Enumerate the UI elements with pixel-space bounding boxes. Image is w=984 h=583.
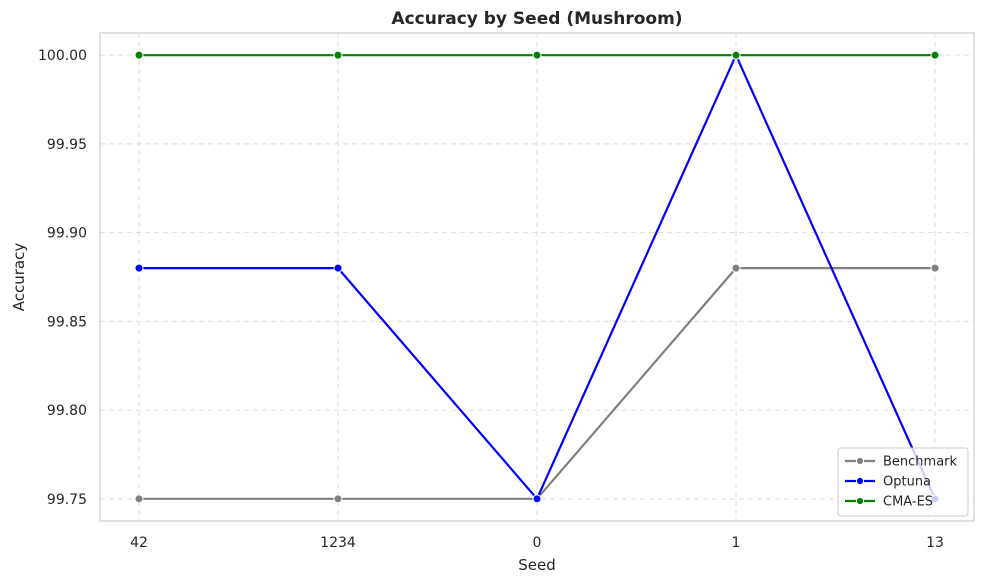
data-point-benchmark bbox=[930, 263, 940, 273]
y-tick-label: 99.75 bbox=[47, 492, 87, 508]
series-layer bbox=[134, 50, 940, 504]
y-tick-label: 99.90 bbox=[47, 226, 87, 242]
x-axis-label: Seed bbox=[518, 556, 556, 574]
data-point-optuna bbox=[532, 494, 542, 504]
y-tick-label: 100.00 bbox=[38, 48, 87, 64]
data-point-cma-es bbox=[134, 50, 144, 60]
x-tick-label: 1234 bbox=[320, 535, 356, 551]
data-point-optuna bbox=[333, 263, 343, 273]
y-tick-labels: 99.75 99.80 99.85 99.90 99.95 100.00 bbox=[38, 48, 87, 508]
data-point-cma-es bbox=[333, 50, 343, 60]
chart-title: Accuracy by Seed (Mushroom) bbox=[391, 9, 682, 29]
y-tick-label: 99.95 bbox=[47, 137, 87, 153]
legend-marker-optuna bbox=[855, 476, 865, 486]
legend-label-optuna: Optuna bbox=[883, 475, 931, 490]
legend-marker-cma-es bbox=[855, 496, 865, 506]
data-point-cma-es bbox=[731, 50, 741, 60]
data-point-benchmark bbox=[134, 494, 144, 504]
y-tick-label: 99.80 bbox=[47, 403, 87, 419]
legend-marker-benchmark bbox=[855, 456, 865, 466]
x-tick-label: 0 bbox=[533, 535, 542, 551]
series-line-benchmark bbox=[139, 267, 935, 500]
data-point-benchmark bbox=[333, 494, 343, 504]
data-point-cma-es bbox=[930, 50, 940, 60]
x-tick-label: 13 bbox=[926, 535, 944, 551]
legend-box bbox=[837, 447, 969, 517]
legend-label-cma-es: CMA-ES bbox=[883, 495, 933, 510]
x-tick-label: 42 bbox=[130, 535, 148, 551]
data-point-benchmark bbox=[731, 263, 741, 273]
legend: Benchmark Optuna CMA-ES bbox=[837, 447, 969, 517]
data-point-optuna bbox=[134, 263, 144, 273]
y-axis-label: Accuracy bbox=[10, 243, 28, 312]
data-point-cma-es bbox=[532, 50, 542, 60]
x-tick-labels: 42 1234 0 1 13 bbox=[130, 535, 944, 551]
y-tick-label: 99.85 bbox=[47, 314, 87, 330]
x-tick-label: 1 bbox=[732, 535, 741, 551]
plot-frame bbox=[99, 32, 975, 522]
legend-label-benchmark: Benchmark bbox=[883, 455, 958, 470]
